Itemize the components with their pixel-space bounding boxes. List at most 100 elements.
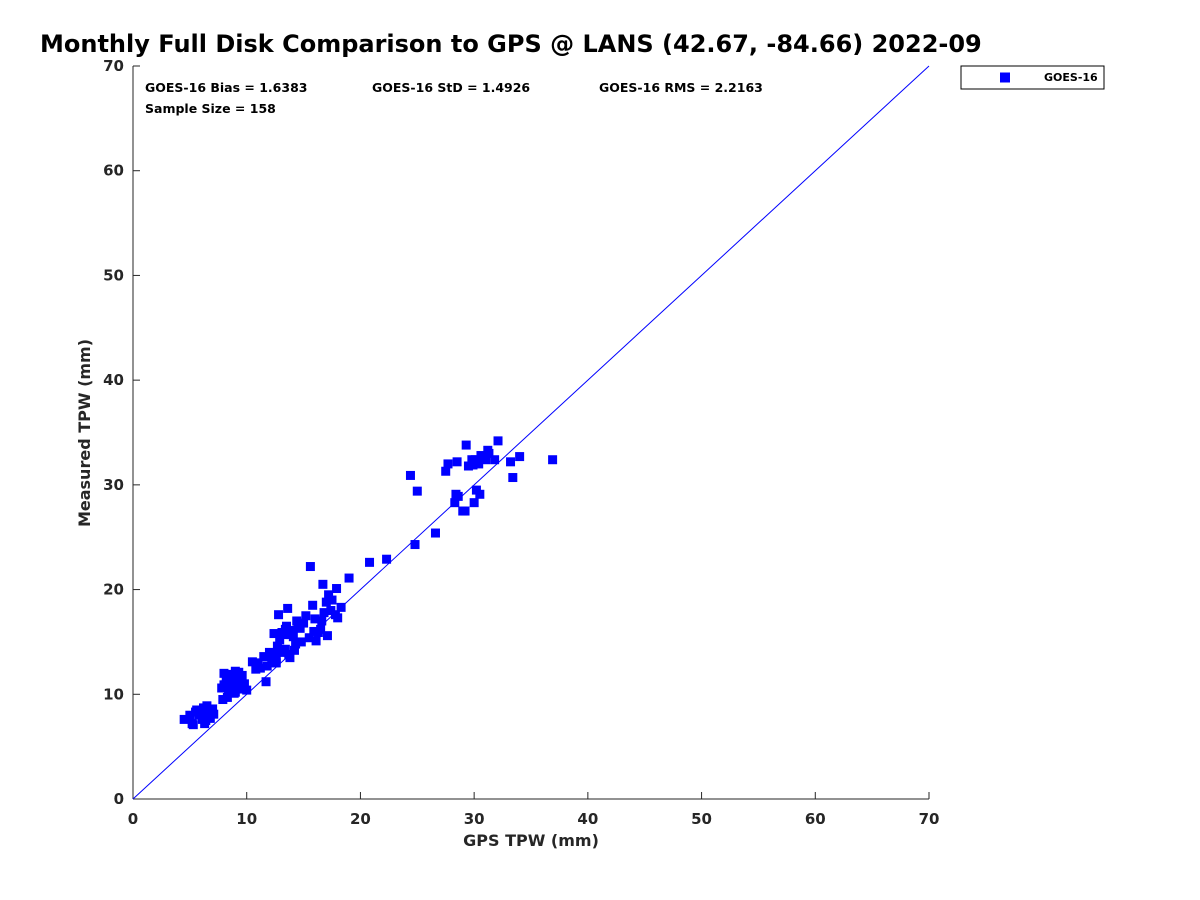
chart-title: Monthly Full Disk Comparison to GPS @ LA… — [40, 30, 982, 58]
x-tick-label: 60 — [805, 810, 826, 828]
data-point — [344, 573, 354, 583]
data-point — [475, 489, 485, 499]
reference-line — [132, 65, 930, 800]
rms-stat: GOES-16 RMS = 2.2163 — [599, 80, 763, 95]
data-point — [410, 540, 420, 550]
data-points — [179, 436, 558, 730]
data-point — [310, 614, 320, 624]
data-point — [225, 669, 235, 679]
data-point — [319, 608, 329, 618]
data-point — [452, 457, 462, 467]
data-point — [333, 613, 343, 623]
data-point — [268, 649, 278, 659]
y-axis-label: Measured TPW (mm) — [75, 339, 94, 527]
data-point — [288, 632, 298, 642]
data-point — [468, 460, 478, 470]
data-point — [188, 720, 198, 730]
y-tick-label: 70 — [103, 57, 124, 75]
data-point — [430, 528, 440, 538]
data-point — [238, 684, 248, 694]
data-point — [203, 707, 213, 717]
data-point — [293, 622, 303, 632]
data-point — [309, 626, 319, 636]
ticks: 0 10 20 30 40 50 60 70 0 10 20 30 40 50 60 70 — [103, 57, 939, 828]
std-stat: GOES-16 StD = 1.4926 — [372, 80, 530, 95]
data-point — [460, 506, 470, 516]
x-tick-label: 40 — [577, 810, 598, 828]
data-point — [451, 489, 461, 499]
data-point — [324, 590, 334, 600]
data-point — [185, 710, 195, 720]
data-point — [192, 705, 202, 715]
data-point — [261, 677, 271, 687]
data-point — [262, 661, 272, 671]
x-axis-label: GPS TPW (mm) — [463, 831, 599, 850]
legend-entry-goes-16: GOES-16 — [1044, 71, 1098, 84]
data-point — [277, 628, 287, 638]
data-point — [224, 686, 234, 696]
data-point — [208, 704, 218, 714]
y-tick-label: 10 — [103, 685, 124, 703]
data-point — [405, 470, 415, 480]
bias-stat: GOES-16 Bias = 1.6383 — [145, 80, 307, 95]
data-point — [219, 680, 229, 690]
data-point — [473, 456, 483, 466]
data-point — [365, 557, 375, 567]
data-point — [200, 719, 210, 729]
data-point — [282, 621, 292, 631]
data-point — [271, 658, 281, 668]
data-point — [284, 649, 294, 659]
data-point — [259, 652, 269, 662]
data-point — [412, 486, 422, 496]
data-point — [272, 641, 282, 651]
data-point — [316, 624, 326, 634]
data-point — [296, 637, 306, 647]
data-point — [469, 498, 479, 508]
data-point — [301, 611, 311, 621]
data-point — [299, 618, 309, 628]
data-point — [230, 687, 240, 697]
data-point — [318, 579, 328, 589]
data-point — [289, 645, 299, 655]
one-to-one-line — [132, 65, 930, 800]
data-point — [321, 597, 331, 607]
data-point — [476, 451, 486, 461]
data-point — [269, 629, 279, 639]
data-point — [226, 675, 236, 685]
y-tick-label: 40 — [103, 371, 124, 389]
data-point — [219, 668, 229, 678]
legend-marker — [1000, 72, 1010, 83]
data-point — [382, 554, 392, 564]
data-point — [461, 440, 471, 450]
data-point — [463, 461, 473, 471]
data-point — [311, 636, 321, 646]
data-point — [292, 616, 302, 626]
data-point — [490, 455, 500, 465]
y-tick-label: 50 — [103, 266, 124, 284]
data-point — [441, 466, 451, 476]
data-point — [205, 713, 215, 723]
data-point — [280, 644, 290, 654]
data-point — [291, 639, 301, 649]
data-point — [327, 595, 337, 605]
data-point — [493, 436, 503, 446]
x-tick-label: 30 — [464, 810, 485, 828]
data-point — [450, 498, 460, 508]
data-point — [506, 457, 516, 467]
data-point — [222, 692, 232, 702]
y-tick-label: 30 — [103, 476, 124, 494]
data-point — [218, 695, 228, 705]
data-point — [274, 610, 284, 620]
x-tick-label: 10 — [236, 810, 257, 828]
legend-box — [960, 65, 1105, 90]
data-point — [253, 658, 263, 668]
data-point — [332, 584, 342, 594]
x-tick-label: 20 — [350, 810, 371, 828]
data-point — [251, 664, 261, 674]
y-tick-label: 20 — [103, 581, 124, 599]
data-point — [283, 603, 293, 613]
data-point — [481, 455, 491, 465]
data-point — [179, 714, 189, 724]
data-point — [247, 657, 257, 667]
